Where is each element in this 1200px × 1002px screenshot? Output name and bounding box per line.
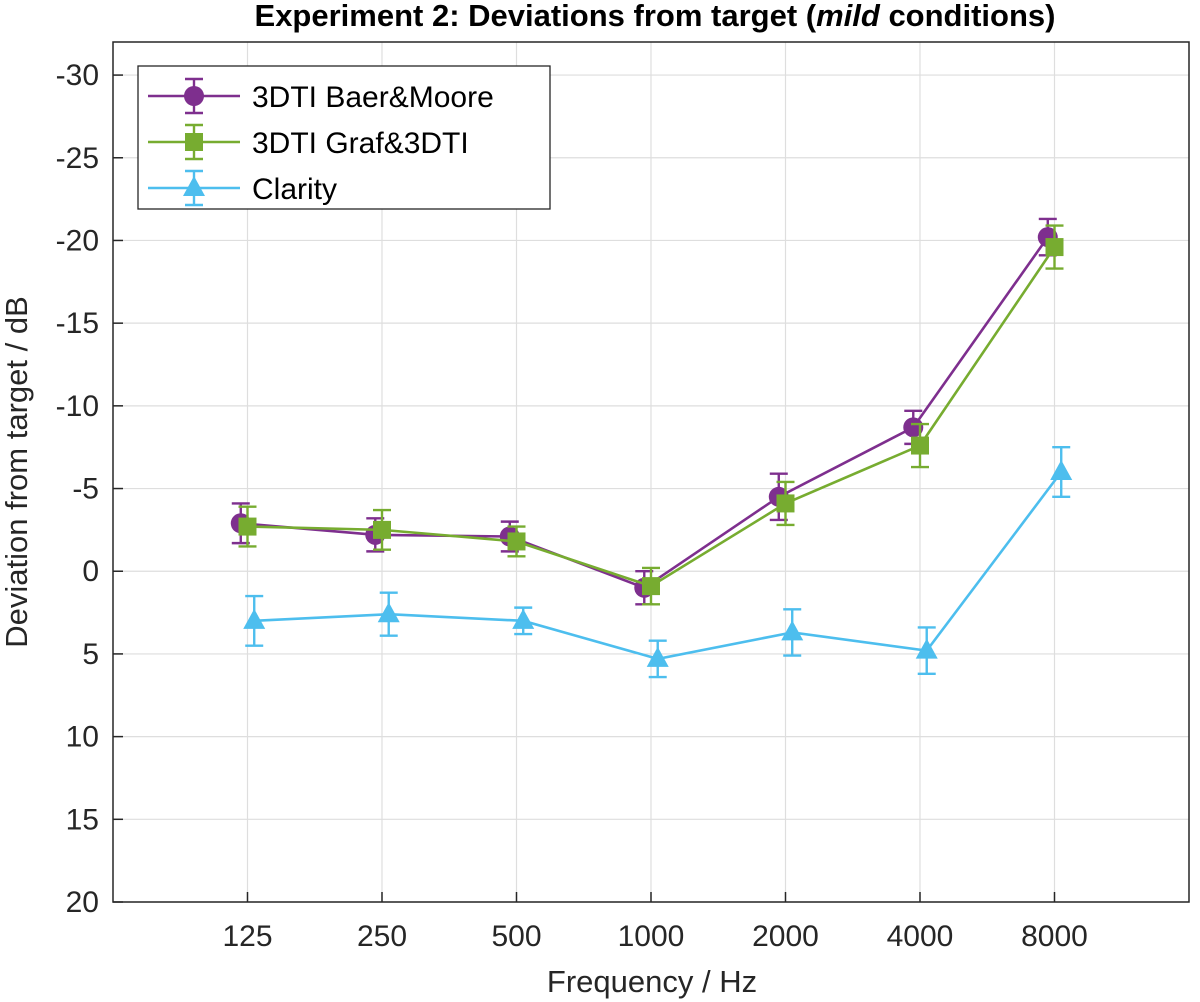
y-tick-label: -30 (56, 59, 99, 92)
y-tick-label: 20 (66, 886, 99, 919)
series-triangle (243, 445, 1073, 679)
x-tick-label: 1000 (618, 920, 685, 953)
data-point (903, 417, 924, 438)
legend-label: 3DTI Graf&3DTI (252, 127, 469, 160)
y-tick-label: -25 (56, 142, 99, 175)
data-point (1050, 460, 1073, 480)
x-tick-label: 500 (491, 920, 541, 953)
chart-title: Experiment 2: Deviations from target (mi… (255, 0, 1056, 33)
chart-title-part-3: conditions) (880, 0, 1056, 33)
y-axis-label: Deviation from target / dB (0, 296, 34, 648)
series-square (238, 224, 1064, 606)
y-tick-label: 10 (66, 721, 99, 754)
legend-item: 3DTI Baer&Moore (148, 77, 494, 115)
data-point (911, 436, 929, 455)
y-tick-label: -5 (72, 473, 99, 506)
y-tick-label: -15 (56, 307, 99, 340)
y-tick-label: -20 (56, 224, 99, 257)
y-axis: -30 -25 -20 -15 -10 -5 0 5 10 15 20 (56, 59, 123, 919)
legend-marker (185, 133, 203, 151)
data-point (781, 620, 804, 641)
x-tick-label: 4000 (887, 920, 954, 953)
data-point (512, 608, 535, 629)
x-axis: 125 250 500 1000 2000 4000 8000 (222, 892, 1088, 953)
legend-label: Clarity (252, 173, 337, 206)
data-point (507, 532, 526, 551)
legend-item: Clarity (148, 169, 337, 207)
chart-title-part-2: mild (816, 0, 881, 33)
legend-box (137, 65, 551, 210)
x-tick-label: 250 (357, 920, 407, 953)
x-tick-label: 2000 (752, 920, 819, 953)
legend-item: 3DTI Graf&3DTI (148, 123, 469, 161)
data-point (373, 520, 391, 539)
y-tick-label: 15 (66, 803, 99, 836)
y-tick-label: 0 (82, 555, 99, 588)
x-tick-label: 8000 (1021, 920, 1088, 953)
data-point (238, 517, 257, 536)
data-point (646, 646, 669, 667)
series-line (240, 236, 1049, 590)
data-point (1045, 238, 1064, 257)
legend-marker (184, 86, 204, 106)
series-layer (230, 217, 1073, 679)
y-tick-label: -10 (56, 390, 99, 423)
y-tick-label: 5 (82, 638, 99, 671)
legend-label: 3DTI Baer&Moore (252, 81, 494, 114)
data-point (642, 577, 660, 596)
legend-marker (183, 176, 205, 196)
data-point (377, 602, 400, 623)
data-point (776, 494, 795, 513)
series-line (254, 471, 1063, 661)
series-circle (230, 217, 1058, 606)
data-point (915, 638, 938, 659)
x-axis-label: Frequency / Hz (547, 964, 757, 999)
x-tick-label: 125 (222, 920, 272, 953)
data-point (243, 608, 266, 629)
chart-title-part-1: Experiment 2: Deviations from target ( (255, 0, 817, 33)
legend: 3DTI Baer&Moore 3DTI Graf&3DTI Clarity (137, 65, 551, 210)
